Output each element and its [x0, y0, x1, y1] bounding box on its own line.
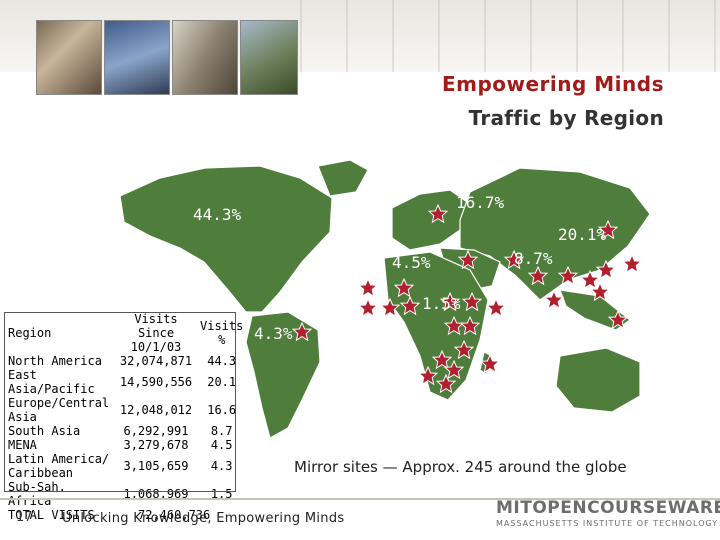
page-number: 17: [16, 510, 33, 525]
banner-texture: [300, 0, 720, 72]
table-row: Sub-Sah. Africa 1,068,969 1.5: [6, 480, 245, 508]
mit-ocw-logo: MITOPENCOURSEWARE MASSACHUSETTS INSTITUT…: [496, 498, 720, 528]
mirror-site-star-icon: [358, 278, 378, 297]
row-percent: 1.5: [210, 487, 233, 501]
label-east-asia: 20.1%: [558, 225, 607, 244]
footer-tagline: Unlocking Knowledge, Empowering Minds: [62, 511, 345, 526]
table-row: North America 32,074,871 44.3: [6, 354, 245, 368]
row-visits: 3,105,659: [123, 459, 189, 473]
continent-greenland: [317, 159, 369, 197]
row-percent: 20.1: [207, 375, 237, 389]
header-visits-percent: Visits %: [200, 319, 244, 347]
row-visits: 14,590,556: [119, 375, 193, 389]
table-row: MENA 3,279,678 4.5: [6, 438, 245, 452]
mirror-sites-note: Mirror sites — Approx. 245 around the gl…: [294, 458, 627, 476]
row-region: East Asia/Pacific: [8, 368, 95, 396]
label-sub-saharan-africa: 1.5%: [422, 294, 461, 313]
page-subtitle: Traffic by Region: [468, 106, 664, 130]
traffic-table: Region Visits Since 10/1/03 Visits % Nor…: [6, 312, 246, 522]
label-europe: 16.7%: [456, 193, 505, 212]
row-percent: 44.3: [207, 354, 237, 368]
label-latin-america: 4.3%: [254, 324, 293, 343]
continent-australia: [555, 347, 641, 413]
mirror-site-star-icon: [358, 298, 378, 317]
footer-divider: [0, 498, 720, 500]
row-visits: 12,048,012: [119, 403, 193, 417]
table-header-row: Region Visits Since 10/1/03 Visits %: [6, 312, 245, 354]
page-title: Empowering Minds: [441, 72, 664, 96]
row-visits: 32,074,871: [119, 354, 193, 368]
mirror-site-star-icon: [622, 254, 642, 273]
table-row: South Asia 6,292,991 8.7: [6, 424, 245, 438]
photo-great-wall: [240, 20, 298, 95]
photo-student-3: [172, 20, 238, 95]
label-mena: 4.5%: [392, 253, 431, 272]
row-region: Latin America/ Caribbean: [8, 452, 110, 480]
row-percent: 4.5: [210, 438, 233, 452]
logo-main-text: MITOPENCOURSEWARE: [496, 498, 720, 518]
label-south-asia: 8.7%: [514, 249, 553, 268]
photo-student-1: [36, 20, 102, 95]
row-visits: 6,292,991: [123, 424, 189, 438]
photo-student-2: [104, 20, 170, 95]
continent-north-america: [119, 165, 333, 313]
row-region: Europe/Central Asia: [8, 396, 110, 424]
total-value: 72,460,736: [138, 508, 211, 522]
logo-sub-text: MASSACHUSETTS INSTITUTE OF TECHNOLOGY: [496, 519, 719, 528]
continent-south-america: [245, 311, 321, 439]
header-visits-since: Visits Since 10/1/03: [130, 312, 182, 354]
row-percent: 8.7: [210, 424, 233, 438]
row-region: MENA: [8, 438, 37, 452]
row-region: South Asia: [8, 424, 81, 438]
row-region: Sub-Sah. Africa: [8, 480, 66, 508]
table-row: Europe/Central Asia 12,048,012 16.6: [6, 396, 245, 424]
header-region: Region: [8, 326, 52, 340]
label-north-america: 44.3%: [193, 205, 242, 224]
mirror-site-star-icon: [486, 298, 506, 317]
table-row: East Asia/Pacific 14,590,556 20.1: [6, 368, 245, 396]
row-visits: 3,279,678: [123, 438, 189, 452]
table-total-row: TOTAL VISITS 72,460,736: [6, 508, 245, 522]
total-label: TOTAL VISITS: [8, 508, 95, 522]
row-percent: 4.3: [210, 459, 233, 473]
row-visits: 1,068,969: [123, 487, 189, 501]
row-percent: 16.6: [207, 403, 237, 417]
row-region: North America: [8, 354, 102, 368]
table-row: Latin America/ Caribbean 3,105,659 4.3: [6, 452, 245, 480]
